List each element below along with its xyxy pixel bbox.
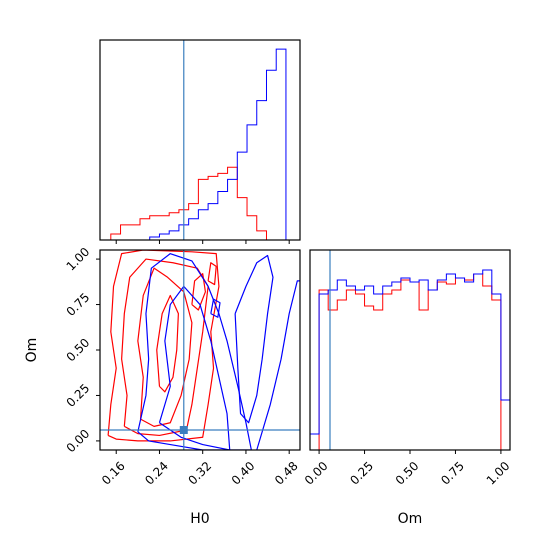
h0-histogram-panel <box>99 39 301 244</box>
contour-ytick-label-1: 0.25 <box>64 381 93 410</box>
om-histogram-xtick-label-2: 0.50 <box>393 459 422 488</box>
om-histogram-xtick-label-0: 0.00 <box>302 459 331 488</box>
x-axis-label-h0: H0 <box>190 511 209 527</box>
contour-series-0-level-4 <box>191 273 207 311</box>
contour-xtick-label-3: 0.40 <box>229 459 258 488</box>
histogram-series-0-step-line <box>310 273 510 450</box>
x-axis-label-om: Om <box>398 511 423 527</box>
y-axis-label-om: Om <box>24 338 40 363</box>
h0-histogram-frame <box>99 39 301 241</box>
contour-ytick-label-0: 0.00 <box>64 427 93 456</box>
contour-series-0-level-1 <box>121 258 209 437</box>
contour-series-0-level-5 <box>207 262 217 286</box>
om-histogram-panel: 0.00 0.25 0.50 0.75 1.00 <box>302 249 513 488</box>
contour-series-1-level-1 <box>158 285 231 450</box>
contour-series-1-level-2 <box>234 254 274 424</box>
contour-xtick-label-0: 0.16 <box>99 459 128 488</box>
histogram-series-1-step-line <box>101 48 296 240</box>
contour-series-0-level-3 <box>156 294 179 393</box>
contour-series-1-level-4 <box>210 298 221 318</box>
histogram-series-1-step-line <box>310 269 510 450</box>
histogram-series-0-step-line <box>101 166 296 240</box>
truth-point-marker <box>179 426 188 434</box>
contour-ytick-label-3: 0.75 <box>64 290 93 319</box>
om-histogram-xtick-label-4: 1.00 <box>484 459 513 488</box>
histogram-clip-group <box>101 48 296 240</box>
om-vs-h0-contour-panel: 0.16 0.24 0.32 0.40 0.48 0.00 0.25 0.50 0.75 1.00 <box>64 245 301 488</box>
contour-series-1-level-3 <box>256 280 300 450</box>
contour-xtick-label-2: 0.32 <box>185 459 214 488</box>
contour-xtick-label-4: 0.48 <box>272 459 301 488</box>
contour-ytick-label-4: 1.00 <box>64 245 93 274</box>
contour-xtick-label-1: 0.24 <box>142 459 171 488</box>
contour-clip-group <box>107 250 300 450</box>
contour-series-0-level-0 <box>107 250 220 442</box>
om-histogram-xtick-label-1: 0.25 <box>347 459 376 488</box>
contour-ytick-label-2: 0.50 <box>64 336 93 365</box>
om-histogram-xtick-label-3: 0.75 <box>438 459 467 488</box>
histogram-clip-group <box>310 269 510 450</box>
